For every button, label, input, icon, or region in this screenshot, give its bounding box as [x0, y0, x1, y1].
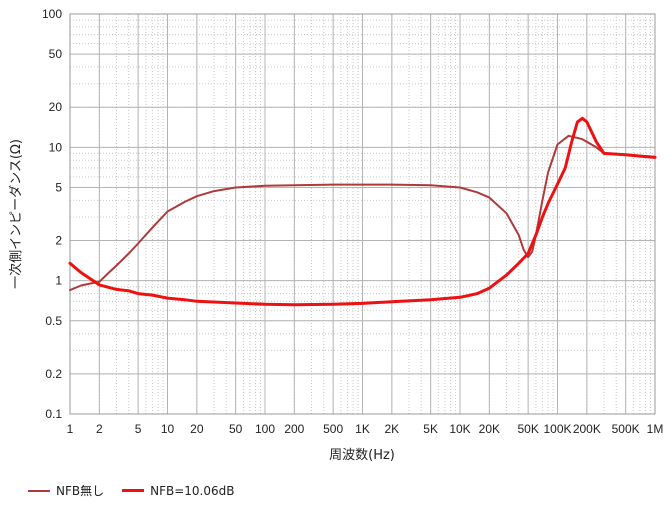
y-tick-label: 50: [49, 47, 63, 61]
x-tick-label: 100: [255, 422, 275, 436]
legend-swatch-nfb-none: [28, 489, 50, 492]
x-tick-label: 2K: [385, 422, 400, 436]
y-tick-label: 20: [49, 100, 63, 114]
x-tick-label: 100K: [543, 422, 571, 436]
impedance-chart: 1 2 5 10 20 50 100 200 500 1K 2K 5K 10K 20K 50K 100K 200…: [8, 7, 664, 463]
series-line-1: [68, 116, 657, 307]
x-axis-title: 周波数(Hz): [329, 448, 395, 463]
y-tick-label: 5: [55, 180, 62, 194]
series-lines: [68, 116, 657, 307]
legend-swatch-nfb-10db: [122, 489, 145, 492]
plot-border: [69, 13, 656, 415]
x-tick-label: 1M: [647, 422, 664, 436]
x-tick-label: 500K: [612, 422, 640, 436]
x-tick-label: 500: [323, 422, 343, 436]
x-tick-label: 5: [135, 422, 142, 436]
series-line-0: [69, 134, 656, 292]
legend-item-nfb-10db[interactable]: NFB=10.06dB: [122, 483, 235, 498]
x-tick-label: 10: [161, 422, 175, 436]
x-tick-label: 50K: [517, 422, 538, 436]
x-tick-label: 10K: [449, 422, 470, 436]
y-tick-label: 2: [55, 234, 62, 248]
x-tick-label: 50: [229, 422, 243, 436]
y-tick-label: 0.5: [45, 314, 62, 328]
x-tick-labels: 1 2 5 10 20 50 100 200 500 1K 2K 5K 10K 20K 50K 100K 200…: [67, 422, 664, 436]
y-tick-label: 1: [55, 274, 62, 288]
x-tick-label: 200: [284, 422, 304, 436]
y-tick-label: 0.2: [45, 367, 62, 381]
x-tick-label: 2: [96, 422, 103, 436]
x-tick-label: 1K: [355, 422, 370, 436]
legend-label-nfb-10db: NFB=10.06dB: [150, 483, 235, 498]
legend: NFB無し NFB=10.06dB: [28, 482, 235, 499]
y-tick-label: 10: [49, 140, 63, 154]
legend-label-nfb-none: NFB無し: [56, 484, 105, 498]
x-tick-label: 20K: [479, 422, 500, 436]
y-tick-labels: 0.1 0.2 0.5 1 2 5 10 20 50 100: [42, 7, 62, 421]
minor-grid: [69, 14, 655, 415]
x-tick-label: 5K: [423, 422, 438, 436]
legend-item-nfb-none[interactable]: NFB無し: [28, 482, 104, 499]
y-tick-label: 100: [42, 7, 62, 21]
y-tick-label: 0.1: [45, 407, 62, 421]
x-tick-label: 20: [190, 422, 204, 436]
x-tick-label: 200K: [573, 422, 601, 436]
y-axis-title: 一次側インピーダンス(Ω): [8, 139, 24, 289]
x-tick-label: 1: [67, 422, 74, 436]
